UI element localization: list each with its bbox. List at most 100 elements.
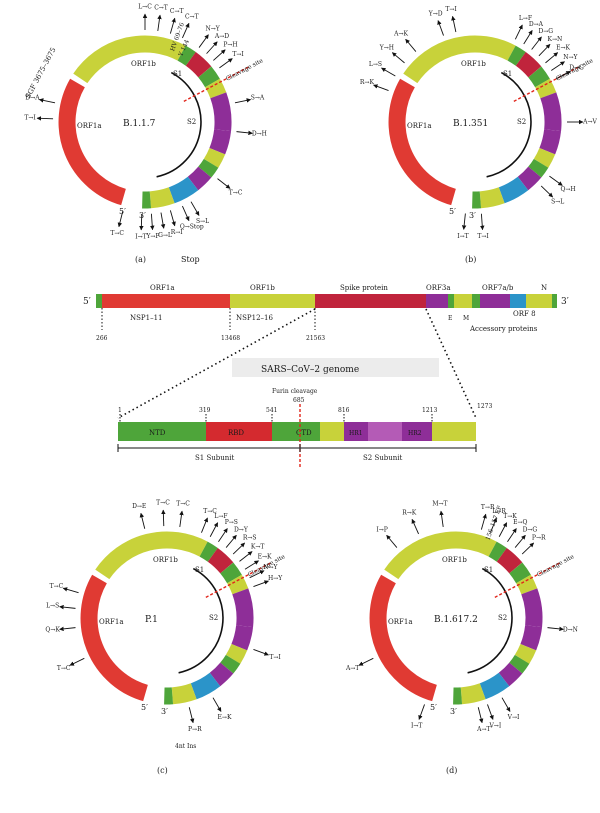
mutation-arrow — [464, 213, 466, 229]
c-olive2-segment — [211, 151, 217, 163]
mutation-arrow — [499, 523, 507, 537]
mutation-label: Y→H — [379, 45, 394, 52]
five-prime-label: 5′ — [141, 703, 148, 712]
genome-five-prime: 5′ — [83, 297, 91, 307]
mutation-arrow — [37, 118, 53, 119]
mutation-arrow — [63, 588, 78, 592]
three-prime-label: 3′ — [469, 211, 476, 220]
spike-s2-subunit: S2 Subunit — [363, 454, 403, 462]
mutation-arrow — [374, 85, 389, 90]
c-orf1a-segment — [89, 579, 145, 693]
c-olive3-segment — [480, 195, 501, 200]
mutation-arrow — [438, 21, 443, 36]
mutation-label: L→S — [46, 602, 59, 609]
genome-orf1b-label: ORF1b — [250, 284, 275, 292]
spike-rbd-label: RBD — [228, 429, 244, 437]
mutation-arrow — [60, 628, 76, 630]
c-green1-segment — [204, 549, 213, 555]
spike-pos685: 685 — [293, 397, 305, 404]
mutation-arrow — [189, 707, 193, 723]
c-purple1-segment — [218, 95, 223, 130]
mutation-label: C→T — [185, 13, 199, 20]
mutation-label: E→K — [556, 45, 570, 52]
mutation-label: K→T — [251, 544, 265, 551]
c-olive2-segment — [541, 151, 547, 163]
mutation-arrow — [359, 658, 373, 665]
s2-label: S2 — [187, 118, 196, 126]
genome-orf8 — [510, 294, 526, 308]
c-green3-segment — [205, 163, 211, 172]
genome-n — [526, 294, 552, 308]
mutation-label: T→C — [50, 583, 64, 590]
c-spike1-segment — [502, 555, 516, 568]
lineage-label: B.1.1.7 — [123, 119, 156, 129]
s1-label: S1 — [195, 566, 204, 574]
spike-pos1273: 1273 — [477, 403, 492, 410]
mutation-arrow — [545, 53, 557, 63]
mutation-label: D→G — [538, 28, 553, 35]
mutation-label: Q→K — [45, 627, 60, 634]
mutation-label: E→K — [258, 554, 272, 561]
orf1a-label: ORF1a — [388, 618, 413, 626]
mutation-label: A→D — [214, 33, 229, 40]
lineage-label: B.1.617.2 — [434, 615, 478, 625]
mutation-label: L→C — [138, 4, 152, 11]
c-purple2-segment — [239, 626, 244, 647]
c-olive3-segment — [172, 691, 193, 696]
mutation-arrow — [381, 68, 395, 76]
c-olive3-segment — [150, 195, 171, 200]
spike-pos1213: 1213 — [422, 407, 437, 414]
spike-hr2-label: HR2 — [408, 430, 422, 437]
c-purple1-segment — [529, 591, 534, 626]
mutation-label: T→I — [24, 114, 36, 121]
spike-hr1-label: HR1 — [349, 430, 363, 437]
genome-orf3a — [426, 294, 448, 308]
c-purple1-segment — [240, 591, 245, 626]
mutation-arrow — [218, 528, 227, 541]
mutation-label: P→S — [225, 519, 238, 526]
s2-label: S2 — [498, 614, 507, 622]
c-blue-segment — [172, 184, 193, 196]
mutation-label: A→K — [393, 30, 408, 37]
mutation-label: L→S — [369, 61, 382, 68]
mutation-label: P→R — [532, 535, 546, 542]
mutation-arrow — [253, 649, 268, 654]
mutation-arrow — [210, 523, 218, 537]
caption: (a) — [135, 255, 146, 264]
sgf-label: SGF 3675–3675 — [24, 46, 58, 100]
mutation-label: I→P — [376, 526, 387, 533]
genome-spike-label: Spike protein — [340, 284, 388, 292]
orf1b-label: ORF1b — [153, 556, 178, 564]
genome-accessory-label: Accessory proteins — [469, 325, 538, 333]
orf1b-label: ORF1b — [461, 60, 486, 68]
mutation-arrow — [392, 53, 404, 63]
mutation-label: T→C — [156, 500, 170, 507]
mutation-arrow — [487, 704, 492, 719]
c-purple3-segment — [523, 172, 535, 183]
caption: (c) — [157, 766, 168, 775]
caption: (b) — [465, 255, 476, 264]
mutation-label: P→H — [223, 42, 237, 49]
mutation-label: V→I — [507, 714, 520, 721]
mutation-label: S→L — [551, 198, 564, 205]
mutation-arrow — [182, 206, 189, 221]
mutation-label: N→Y — [563, 54, 578, 61]
mutation-arrow — [60, 607, 76, 609]
mutation-arrow — [191, 202, 199, 216]
c-olive3-segment — [461, 691, 482, 696]
mutation-label: K→N — [548, 36, 563, 43]
mutation-arrow — [412, 519, 419, 534]
genome-orf1a — [102, 294, 230, 308]
c-purple2-segment — [547, 130, 552, 151]
mutation-arrow — [163, 510, 164, 526]
mutation-arrow — [524, 30, 532, 44]
orf1a-label: ORF1a — [407, 122, 432, 130]
spike-map: NTD RBD CTD HR1 HR2 1 319 541 685 816 12… — [118, 388, 492, 468]
mutation-arrow — [141, 214, 142, 230]
mutation-label: A→V — [582, 119, 597, 126]
mutation-label: R→K — [402, 509, 417, 516]
s1-label: S1 — [503, 70, 512, 78]
mutation-label: T→C — [110, 230, 124, 237]
